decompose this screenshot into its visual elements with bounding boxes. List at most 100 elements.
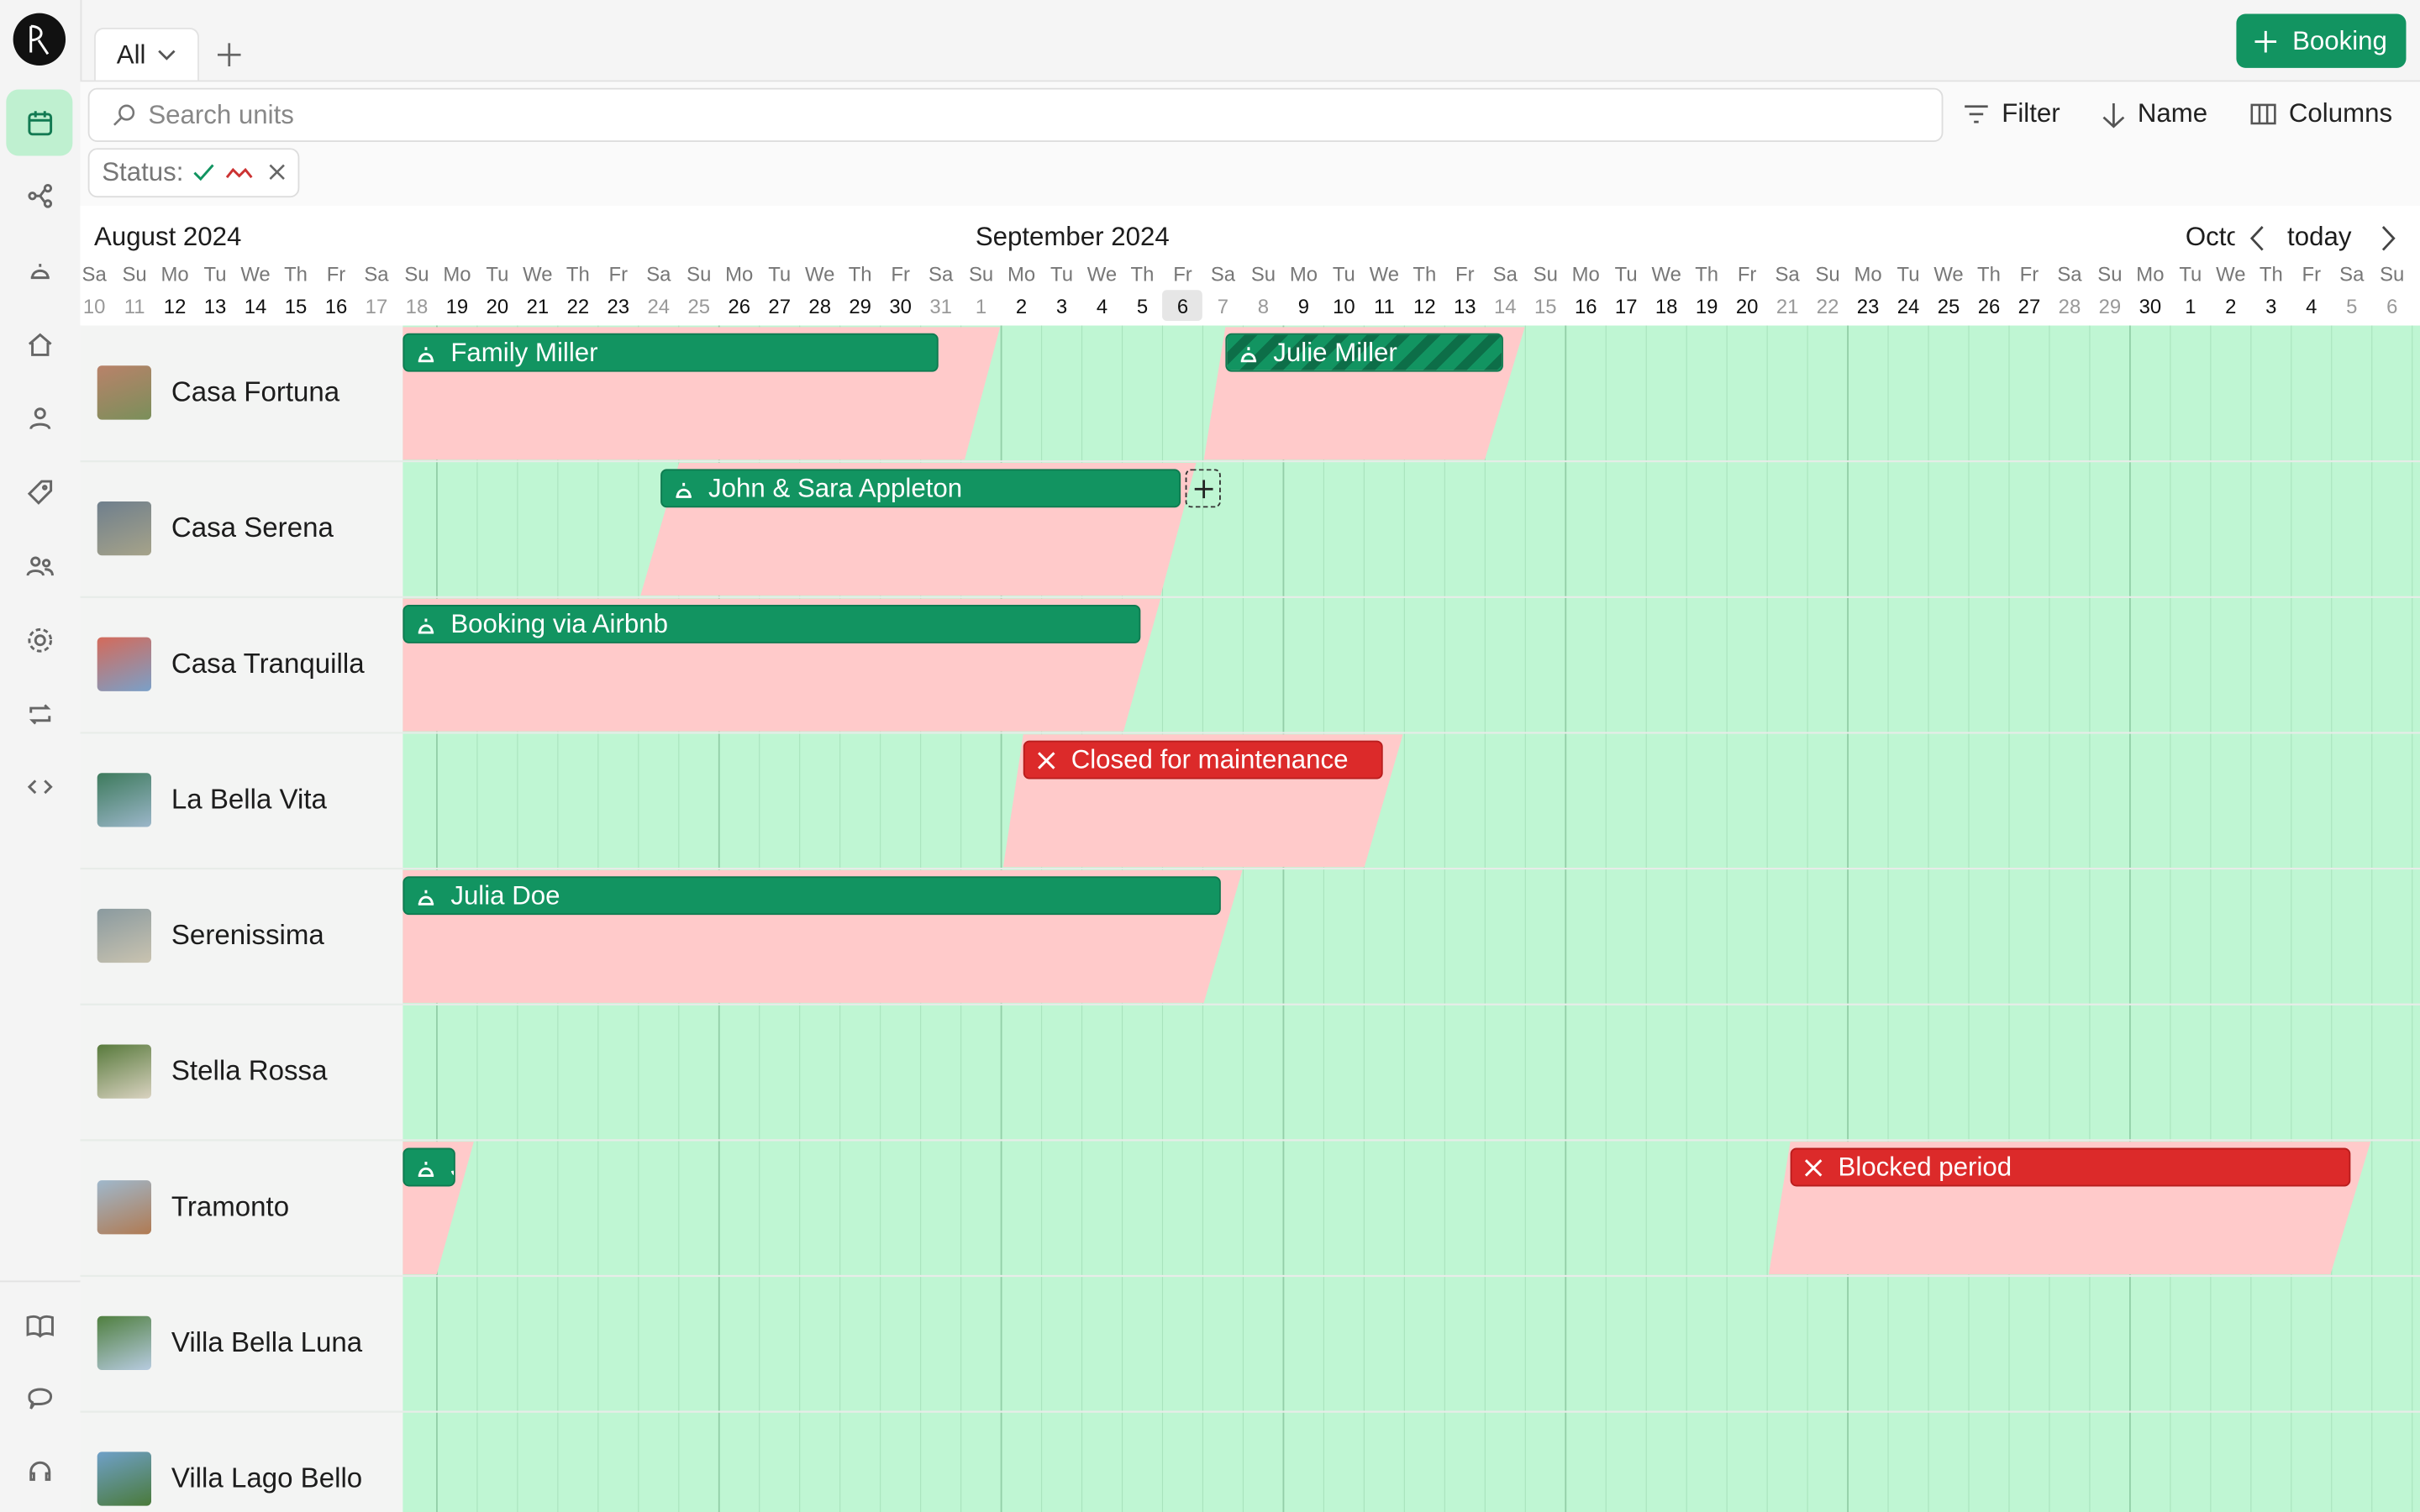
weekday-label: Su	[687, 262, 712, 286]
filter-icon	[1965, 105, 1988, 123]
weekday-label: Sa	[82, 262, 107, 286]
date-label: 15	[284, 294, 308, 318]
weekday-label: We	[523, 262, 553, 286]
date-label: 5	[2346, 294, 2358, 318]
date-label: 12	[163, 294, 187, 318]
weekday-label: Th	[1130, 262, 1155, 286]
date-label: 4	[1096, 294, 1108, 318]
date-label: 26	[1977, 294, 2001, 318]
weekday-label: We	[1651, 262, 1681, 286]
booking-label: Booking via Airbnb	[450, 608, 668, 638]
booking[interactable]: Booking via Airbnb	[402, 605, 1141, 643]
nav-bg	[2234, 216, 2420, 263]
nav-docs[interactable]	[26, 1311, 54, 1339]
date-label: 18	[405, 294, 429, 318]
unit-name: Stella Rossa	[171, 1055, 328, 1087]
date-label: 8	[1257, 294, 1270, 318]
plus-icon	[2254, 29, 2277, 52]
nav-channels[interactable]	[26, 182, 54, 210]
date-label: 27	[2018, 294, 2041, 318]
icon-path	[418, 617, 434, 633]
icon-path	[418, 889, 434, 905]
search-input[interactable]: Search units	[87, 87, 1944, 142]
date-label: 23	[1856, 294, 1880, 318]
button-label: Booking	[2292, 25, 2387, 55]
tab-label: All	[116, 39, 146, 69]
booking-icon	[676, 481, 692, 497]
weekday-label: Su	[1815, 262, 1840, 286]
unit-thumbnail	[97, 1044, 152, 1099]
booking-label: Julie Miller	[1273, 337, 1397, 367]
booking[interactable]: Family Miller	[402, 333, 939, 372]
weekday-label: We	[1086, 262, 1118, 286]
icon-path	[418, 346, 434, 362]
date-label: 30	[2139, 294, 2162, 318]
unit-name: Tramonto	[171, 1190, 290, 1222]
date-label: 6	[1176, 294, 1189, 318]
date-label: 21	[526, 294, 550, 318]
nav-api[interactable]	[26, 773, 54, 801]
nav-sync[interactable]	[26, 701, 54, 728]
weekday-label: Su	[968, 262, 994, 286]
date-label: 24	[1897, 294, 1920, 318]
booking-icon	[418, 1161, 434, 1177]
date-label: 29	[2098, 294, 2122, 318]
weekday-label: Th	[1413, 262, 1437, 286]
blocked-period[interactable]: Closed for maintenance	[1023, 740, 1383, 780]
button-label: Filter	[2002, 98, 2060, 129]
weekday-label: Fr	[1737, 262, 1757, 286]
booking[interactable]: Julia Doe	[402, 876, 1221, 916]
add-booking-slot[interactable]	[1185, 469, 1221, 508]
booking-icon	[418, 617, 434, 633]
today-button[interactable]: today	[2287, 222, 2352, 252]
weekday-label: Sa	[1775, 262, 1800, 286]
new-booking-button[interactable]: Booking	[2236, 13, 2407, 68]
nav-settings[interactable]	[26, 627, 54, 654]
date-label: 11	[1373, 294, 1395, 318]
date-label: 31	[929, 294, 952, 318]
nav-support[interactable]	[26, 1458, 54, 1486]
unit-thumbnail	[97, 1180, 152, 1235]
icon-path	[418, 1161, 434, 1177]
nav-units[interactable]	[26, 330, 54, 358]
add-tab[interactable]	[216, 42, 242, 68]
calendar-icon	[28, 111, 53, 136]
date-label: 28	[808, 294, 831, 318]
prev-button[interactable]	[2247, 225, 2269, 251]
date-label: 14	[244, 294, 267, 318]
next-button[interactable]	[2377, 225, 2399, 251]
nav-pricing[interactable]	[26, 478, 54, 506]
unit-thumbnail	[97, 637, 152, 691]
nav-bookings[interactable]	[26, 256, 54, 284]
date-label: 3	[1055, 294, 1068, 318]
nav-guests[interactable]	[26, 404, 54, 432]
weekday-label: Mo	[1854, 262, 1882, 286]
date-label: 7	[1217, 294, 1229, 318]
unit-thumbnail	[97, 1315, 152, 1371]
nav-calendar[interactable]	[6, 89, 73, 156]
weekday-label: Fr	[608, 262, 629, 286]
chevron	[159, 49, 176, 60]
booking[interactable]: Julie Miller	[1225, 333, 1503, 372]
blocked-period[interactable]: Blocked period	[1790, 1147, 2351, 1187]
booking[interactable]: John & Sara Appleton	[660, 469, 1181, 508]
weekday-label: Su	[2097, 262, 2123, 286]
date-label: 29	[849, 294, 871, 318]
icon-path	[1193, 479, 1213, 498]
sort-button[interactable]: Name	[2102, 99, 2207, 130]
columns-button[interactable]: Columns	[2250, 99, 2392, 130]
status-chip[interactable]: Status:	[87, 148, 300, 198]
weekday-label: We	[1933, 262, 1964, 286]
date-label: 13	[203, 294, 227, 318]
tab[interactable]: All	[94, 28, 199, 81]
nav-chat[interactable]	[26, 1384, 54, 1412]
logo[interactable]	[13, 13, 66, 66]
date-label: 20	[486, 294, 509, 318]
nav-team[interactable]	[26, 553, 54, 580]
filter-button[interactable]: Filter	[1963, 99, 2060, 130]
booking[interactable]: J	[402, 1147, 455, 1187]
weekday-label: We	[240, 262, 271, 286]
date-label: 30	[889, 294, 912, 318]
date-label: 10	[1333, 294, 1355, 318]
